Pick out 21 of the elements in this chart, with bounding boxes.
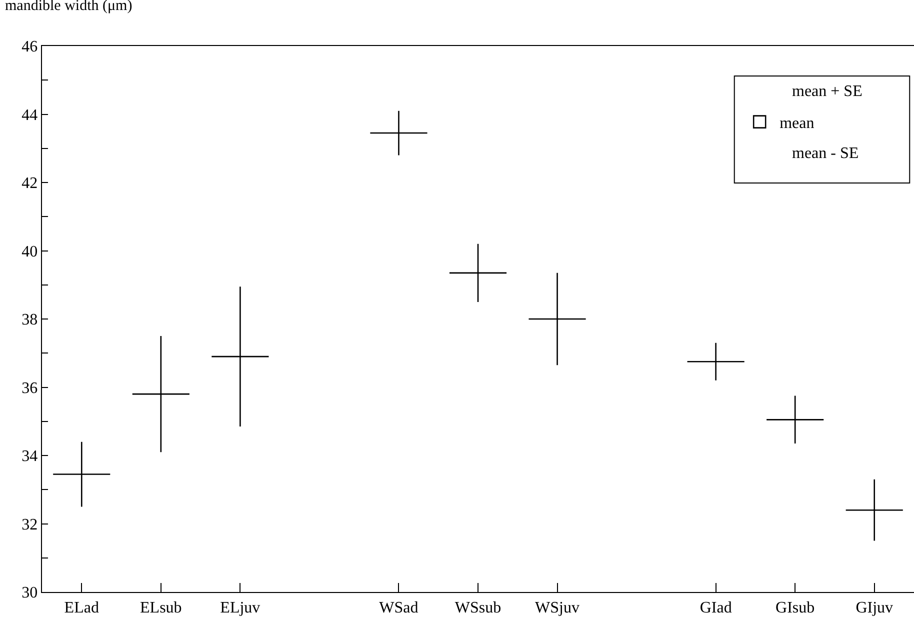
y-tick-label: 30 xyxy=(22,584,38,602)
x-tick-label: WSsub xyxy=(454,599,502,616)
y-tick-label: 46 xyxy=(22,38,38,56)
legend-label: mean xyxy=(780,115,814,132)
x-tick-label: WSjuv xyxy=(535,599,580,616)
x-tick-label: ELjuv xyxy=(220,599,260,616)
x-tick-label: GIad xyxy=(700,599,732,616)
y-tick-label: 32 xyxy=(22,516,38,534)
y-tick-label: 38 xyxy=(22,312,38,329)
annotation: mean - SE xyxy=(792,145,859,162)
y-tick-label: 40 xyxy=(22,243,38,260)
x-tick-label: ELsub xyxy=(140,599,182,616)
y-tick-label: 34 xyxy=(22,448,38,466)
y-tick-label: 36 xyxy=(22,380,38,397)
y-tick-label: 42 xyxy=(22,175,38,192)
x-tick-label: GIsub xyxy=(776,599,815,616)
x-tick-label: GIjuv xyxy=(856,599,894,616)
annotation: mean + SE xyxy=(792,83,862,100)
x-tick-label: ELad xyxy=(64,599,99,616)
x-tick-label: WSad xyxy=(379,599,418,616)
y-tick-label: 44 xyxy=(22,106,38,124)
